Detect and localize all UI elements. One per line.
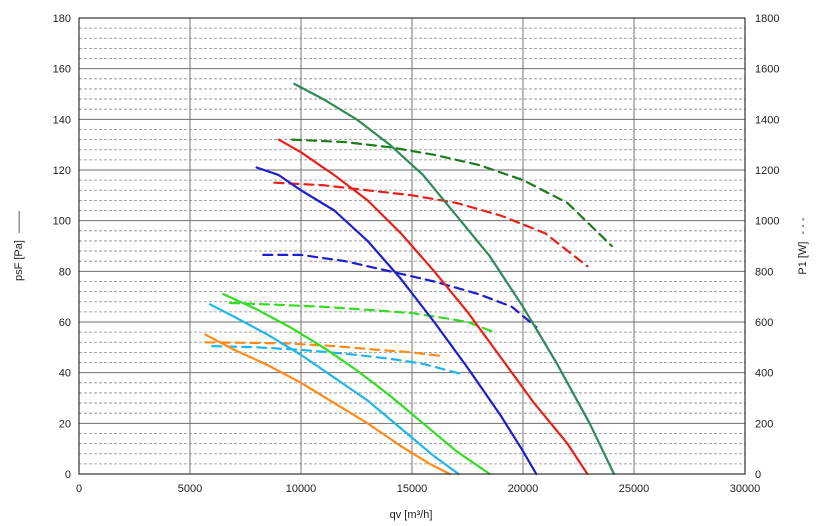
x-tick-label: 25000 — [619, 483, 650, 495]
pressure-curve-2 — [277, 138, 589, 476]
y-left-tick-label: 40 — [59, 368, 71, 380]
y-right-tick-label: 1600 — [755, 64, 779, 76]
y-left-tick-label: 120 — [53, 165, 71, 177]
plot-border — [78, 17, 746, 475]
power-curve-2 — [273, 181, 589, 268]
power-curve-3 — [262, 253, 538, 329]
pressure-curve-5 — [208, 303, 460, 476]
pressure-curve-1 — [293, 82, 616, 476]
svg-text:psF [Pa] ——: psF [Pa] —— — [13, 211, 25, 281]
x-tick-label: 10000 — [286, 483, 317, 495]
power-curve-6 — [204, 341, 445, 358]
y-right-legend-mark: - - - — [797, 217, 809, 234]
x-tick-label: 5000 — [178, 483, 202, 495]
pressure-curve-4 — [222, 293, 491, 476]
y-right-tick-label: 600 — [755, 317, 773, 329]
y-left-tick-label: 60 — [59, 317, 71, 329]
plot-frame — [78, 17, 746, 475]
power-curve-4 — [228, 301, 496, 334]
tick-labels: 0 5000 10000 15000 20000 25000 300000204060801… — [53, 13, 780, 495]
pressure-curve-6 — [204, 333, 451, 476]
x-tick-label: 15000 — [397, 483, 428, 495]
y-right-tick-label: 1000 — [755, 216, 779, 228]
y-right-tick-label: 400 — [755, 368, 773, 380]
y-right-tick-label: 800 — [755, 266, 773, 278]
svg-text:P1 [W] - - -: P1 [W] - - - — [797, 217, 809, 275]
y-right-tick-label: 1800 — [755, 13, 779, 25]
y-left-title: psF [Pa] —— — [13, 211, 25, 281]
grid — [79, 18, 745, 474]
x-tick-label: 0 — [76, 483, 82, 495]
y-left-tick-label: 0 — [65, 469, 71, 481]
y-right-tick-label: 200 — [755, 418, 773, 430]
x-axis-title: qv [m³/h] — [390, 509, 433, 521]
y-left-tick-label: 20 — [59, 418, 71, 430]
y-left-tick-label: 180 — [53, 13, 71, 25]
y-left-tick-label: 80 — [59, 266, 71, 278]
y-left-label: psF [Pa] — [13, 240, 25, 281]
y-left-tick-label: 100 — [53, 216, 71, 228]
y-right-tick-label: 1200 — [755, 165, 779, 177]
pressure-curve-3 — [255, 166, 538, 476]
x-tick-label: 20000 — [508, 483, 539, 495]
y-right-tick-label: 0 — [755, 469, 761, 481]
power-curve-1 — [291, 138, 613, 248]
x-tick-label: 30000 — [730, 483, 761, 495]
power-curve-5 — [211, 345, 462, 375]
data-curves — [204, 82, 616, 476]
y-left-legend-mark: —— — [13, 211, 25, 233]
y-right-title: P1 [W] - - - — [797, 217, 809, 275]
y-left-tick-label: 160 — [53, 64, 71, 76]
y-left-tick-label: 140 — [53, 114, 71, 126]
y-right-label: P1 [W] — [797, 242, 809, 275]
y-right-tick-label: 1400 — [755, 114, 779, 126]
